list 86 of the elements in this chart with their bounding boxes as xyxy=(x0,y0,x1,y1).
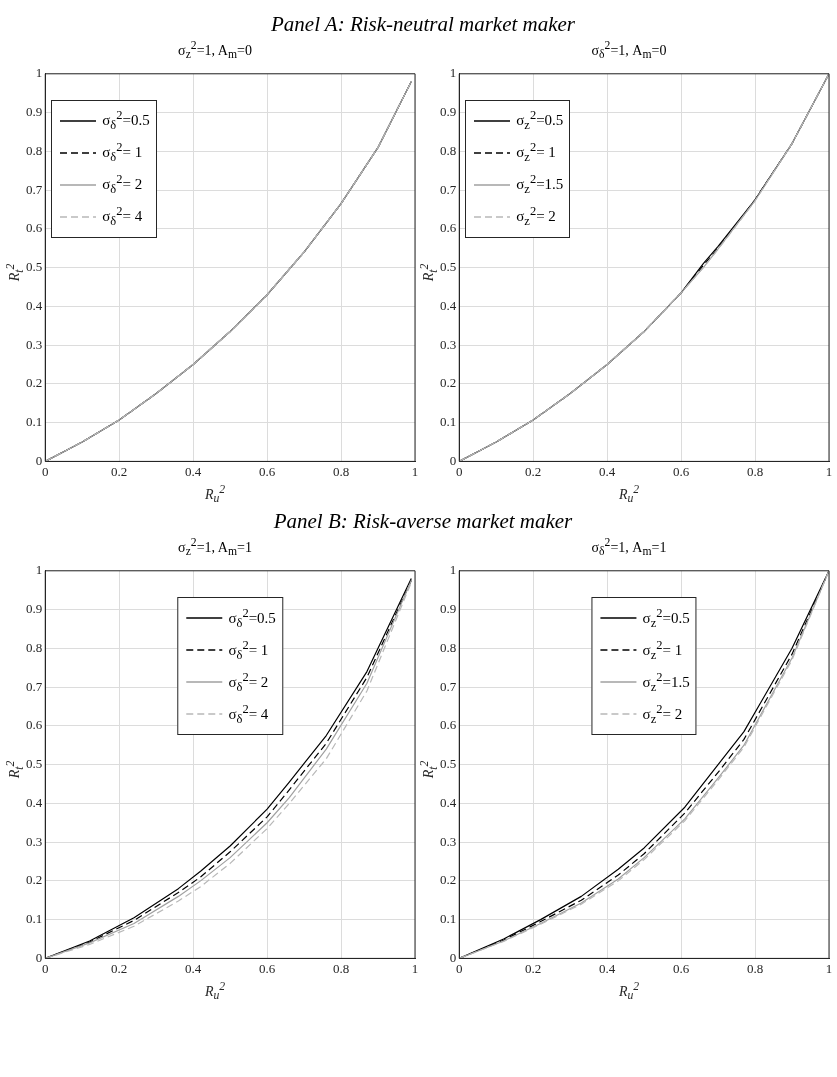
y-tick-label: 0.2 xyxy=(440,375,457,391)
x-tick-label: 0.6 xyxy=(258,463,276,479)
chart-subtitle: σ$_{δ}$$^{2}$=1, A$_{m}$=1 xyxy=(591,536,667,561)
y-tick-label: 0.8 xyxy=(26,640,43,656)
y-tick-label: 0.7 xyxy=(26,181,43,197)
y-tick-label: 0.6 xyxy=(26,220,43,236)
y-tick-label: 0 xyxy=(35,950,43,966)
y-tick-label: 0.8 xyxy=(440,640,457,656)
legend-label: σ$_{δ}$$^{2}$= 2 xyxy=(228,669,269,695)
y-tick-label: 1 xyxy=(35,562,43,578)
y-tick-label: 0.1 xyxy=(440,414,457,430)
y-tick-label: 0.1 xyxy=(26,414,43,430)
legend-label: σ$_{z}$$^{2}$=0.5 xyxy=(642,605,690,631)
legend-label: σ$_{z}$$^{2}$=1.5 xyxy=(642,669,690,695)
y-tick-label: 0.5 xyxy=(26,259,43,275)
legend-label: σ$_{z}$$^{2}$= 2 xyxy=(516,204,556,230)
y-tick-label: 0.4 xyxy=(26,795,43,811)
legend-label: σ$_{δ}$$^{2}$=0.5 xyxy=(228,605,276,631)
legend-label: σ$_{δ}$$^{2}$= 2 xyxy=(102,172,143,198)
y-tick-label: 0.3 xyxy=(26,833,43,849)
y-tick-label: 1 xyxy=(449,562,457,578)
legend-label: σ$_{δ}$$^{2}$= 1 xyxy=(102,140,143,166)
y-tick-label: 0.9 xyxy=(26,601,43,617)
y-tick-label: 0.5 xyxy=(440,756,457,772)
x-tick-label: 0.8 xyxy=(332,463,350,479)
x-tick-label: 0.4 xyxy=(185,961,202,977)
y-tick-label: 0.6 xyxy=(26,717,43,733)
y-tick-label: 0.3 xyxy=(26,336,43,352)
legend-label: σ$_{δ}$$^{2}$= 4 xyxy=(228,701,269,727)
x-tick-label: 0.6 xyxy=(258,961,276,977)
y-tick-label: 0.5 xyxy=(440,259,457,275)
y-tick-label: 0 xyxy=(449,950,457,966)
y-tick-label: 0.9 xyxy=(440,601,457,617)
y-tick-label: 0.4 xyxy=(26,297,43,313)
y-tick-label: 0 xyxy=(35,452,43,468)
y-tick-label: 0.8 xyxy=(26,142,43,158)
legend-label: σ$_{z}$$^{2}$= 1 xyxy=(642,637,683,663)
legend-label: σ$_{δ}$$^{2}$=0.5 xyxy=(102,108,150,134)
y-tick-label: 0.6 xyxy=(440,220,457,236)
chart-title: Panel A: Risk-neutral market maker xyxy=(270,12,576,37)
x-tick-label: 0.8 xyxy=(746,961,764,977)
y-tick-label: 0.4 xyxy=(440,297,457,313)
y-tick-label: 0.2 xyxy=(26,375,43,391)
x-tick-label: 0.6 xyxy=(672,463,690,479)
y-tick-label: 0.9 xyxy=(26,103,43,119)
x-tick-label: 0.2 xyxy=(111,463,128,479)
chart-subtitle: σ$_{δ}$$^{2}$=1, A$_{m}$=0 xyxy=(591,39,667,63)
y-tick-label: 0.1 xyxy=(440,911,457,927)
y-tick-label: 0.7 xyxy=(440,678,457,694)
x-tick-label: 0.2 xyxy=(525,463,542,479)
y-tick-label: 1 xyxy=(35,65,43,81)
legend-label: σ$_{z}$$^{2}$= 1 xyxy=(516,140,556,166)
y-tick-label: 0.1 xyxy=(26,911,43,927)
legend-label: σ$_{δ}$$^{2}$= 4 xyxy=(102,204,143,230)
x-tick-label: 1 xyxy=(825,961,833,977)
legend-label: σ$_{z}$$^{2}$=1.5 xyxy=(516,172,564,198)
legend-label: σ$_{z}$$^{2}$=0.5 xyxy=(516,108,564,134)
x-tick-label: 0.8 xyxy=(332,961,350,977)
x-tick-label: 0.4 xyxy=(599,463,616,479)
y-tick-label: 1 xyxy=(449,65,457,81)
y-tick-label: 0.3 xyxy=(440,833,457,849)
x-tick-label: 0.2 xyxy=(111,961,128,977)
y-tick-label: 0.4 xyxy=(440,795,457,811)
chart-subtitle: σ$_{z}$$^{2}$=1, A$_{m}$=0 xyxy=(178,39,252,63)
y-tick-label: 0.7 xyxy=(26,678,43,694)
x-tick-label: 1 xyxy=(411,463,419,479)
x-tick-label: 1 xyxy=(411,961,419,977)
x-tick-label: 0.8 xyxy=(746,463,764,479)
y-tick-label: 0.3 xyxy=(440,336,457,352)
y-tick-label: 0 xyxy=(449,452,457,468)
legend-label: σ$_{z}$$^{2}$= 2 xyxy=(642,701,683,727)
x-tick-label: 0.6 xyxy=(672,961,690,977)
chart-subtitle: σ$_{z}$$^{2}$=1, A$_{m}$=1 xyxy=(178,536,252,561)
x-tick-label: 1 xyxy=(825,463,833,479)
x-tick-label: 0.2 xyxy=(525,961,542,977)
y-tick-label: 0.7 xyxy=(440,181,457,197)
y-tick-label: 0.2 xyxy=(440,872,457,888)
x-tick-label: 0.4 xyxy=(185,463,202,479)
y-tick-label: 0.8 xyxy=(440,142,457,158)
legend-label: σ$_{δ}$$^{2}$= 1 xyxy=(228,637,269,663)
y-tick-label: 0.6 xyxy=(440,717,457,733)
y-tick-label: 0.9 xyxy=(440,103,457,119)
y-tick-label: 0.5 xyxy=(26,756,43,772)
x-tick-label: 0.4 xyxy=(599,961,616,977)
y-tick-label: 0.2 xyxy=(26,872,43,888)
chart-title: Panel B: Risk-averse market maker xyxy=(272,509,574,535)
